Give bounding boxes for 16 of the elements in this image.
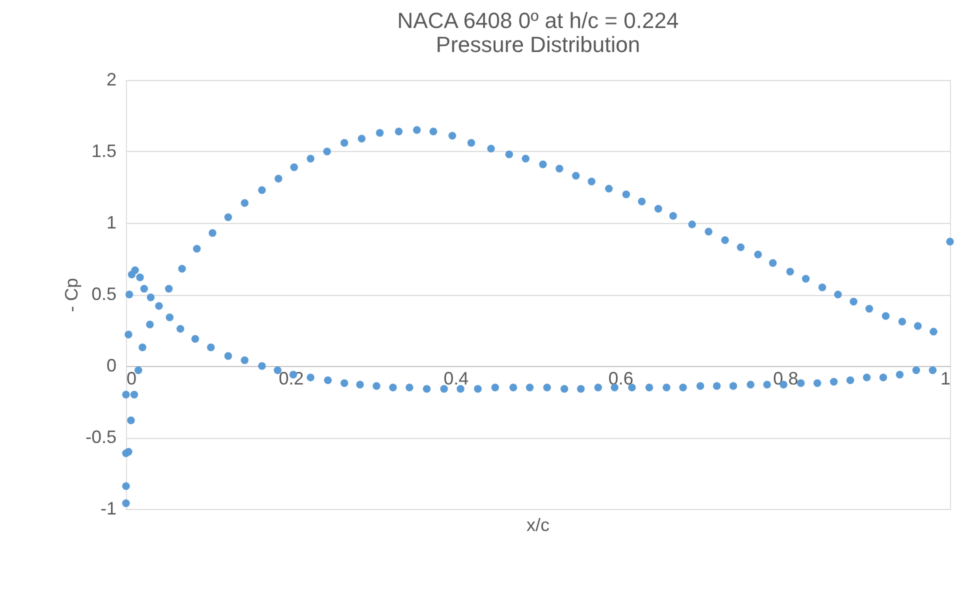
y-tick-label: -0.5: [85, 427, 116, 447]
y-tick-label: 1.5: [91, 141, 116, 161]
x-tick-label: 0.6: [608, 368, 634, 388]
x-tick-label: 0: [126, 368, 137, 388]
x-tick-label: 0.8: [773, 368, 798, 388]
y-tick-label: 0.5: [91, 284, 116, 304]
x-tick-label: 0.4: [444, 368, 469, 388]
y-tick-label: 0: [106, 356, 116, 376]
chart-title: NACA 6408 0º at h/c = 0.224 Pressure Distribution: [397, 8, 679, 57]
y-tick-label: -1: [100, 498, 116, 518]
x-tick-label: 1: [940, 368, 950, 388]
y-tick-label: 2: [106, 70, 116, 90]
y-tick-label: 1: [106, 212, 116, 232]
y-axis-title: - Cp: [61, 278, 82, 312]
x-tick-label: 0.2: [278, 368, 304, 388]
x-axis-title: x/c: [526, 515, 550, 535]
